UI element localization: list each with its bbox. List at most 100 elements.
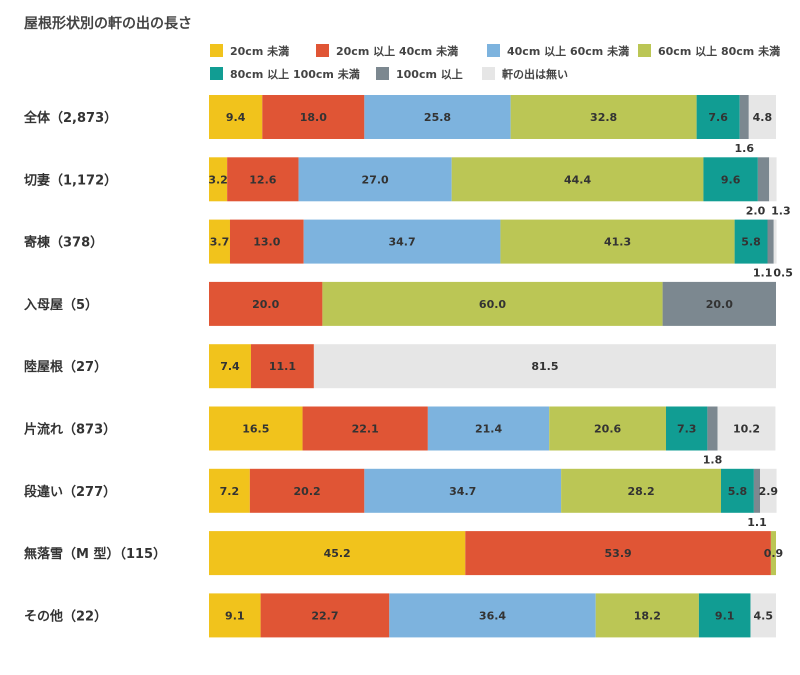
bar-segment — [209, 95, 263, 139]
data-label: 32.8 — [590, 111, 617, 124]
bar-segment — [465, 531, 771, 576]
data-label: 22.1 — [352, 423, 379, 436]
bar-segment — [721, 468, 754, 513]
data-label: 2.9 — [759, 485, 779, 498]
data-label: 7.4 — [220, 360, 240, 373]
category-label: 無落雪（M 型）（115） — [24, 546, 166, 562]
bar-segment — [770, 531, 776, 576]
bar-segment — [209, 531, 466, 576]
bar-segment — [698, 593, 751, 638]
bar-segment — [427, 406, 550, 451]
data-label: 45.2 — [324, 547, 351, 560]
data-label: 12.6 — [249, 173, 276, 186]
legend-label: 100cm 以上 — [396, 67, 463, 81]
bar-segment — [500, 219, 735, 264]
bar-segment — [364, 95, 511, 139]
data-label: 81.5 — [531, 360, 558, 373]
bar-segment — [209, 344, 251, 389]
bar-segment — [389, 593, 596, 638]
category-label: 入母屋（5） — [24, 297, 98, 313]
data-label: 28.2 — [627, 485, 654, 498]
data-label: 20.6 — [594, 423, 621, 436]
bar-segment — [302, 406, 428, 451]
data-label: 4.5 — [753, 609, 773, 622]
data-label: 18.0 — [300, 111, 327, 124]
legend-swatch — [210, 67, 223, 80]
bar-segment — [227, 157, 299, 202]
data-label: 25.8 — [424, 111, 451, 124]
legend-label: 軒の出は無い — [502, 67, 568, 81]
data-label: 34.7 — [449, 485, 476, 498]
data-label: 21.4 — [475, 423, 502, 436]
data-label: 11.1 — [269, 360, 296, 373]
bar-segment — [209, 157, 228, 202]
data-label: 13.0 — [253, 236, 280, 249]
bar-segment — [707, 406, 718, 451]
bar-segment — [209, 281, 323, 326]
bar-segment — [739, 95, 749, 139]
data-label-outside: 1.1 — [747, 516, 767, 529]
legend-swatch — [638, 44, 651, 57]
category-label: 全体（2,873） — [23, 110, 117, 126]
data-label: 16.5 — [242, 423, 269, 436]
bar-segment — [748, 95, 776, 139]
data-label-outside: 2.0 — [746, 204, 766, 217]
data-label: 7.3 — [677, 423, 697, 436]
data-label: 3.7 — [210, 236, 230, 249]
data-label: 20.0 — [252, 298, 279, 311]
data-label-outside: 1.8 — [703, 454, 723, 467]
data-label: 44.4 — [564, 173, 591, 186]
bar-segment — [734, 219, 768, 264]
data-label: 7.6 — [708, 111, 728, 124]
bar-segment — [209, 593, 261, 638]
data-label: 4.8 — [753, 111, 773, 124]
bar-segment — [773, 219, 777, 264]
bar-segment — [769, 157, 777, 202]
data-label: 9.1 — [225, 609, 245, 622]
data-label: 22.7 — [311, 609, 338, 622]
bar-segment — [750, 593, 776, 638]
data-label: 9.4 — [226, 111, 246, 124]
data-label: 20.2 — [294, 485, 321, 498]
data-label: 20.0 — [706, 298, 733, 311]
data-label: 10.2 — [733, 423, 760, 436]
bar-segment — [760, 468, 777, 513]
bar-segment — [549, 406, 667, 451]
chart-title: 屋根形状別の軒の出の長さ — [24, 15, 192, 32]
bar-segment — [229, 219, 304, 264]
data-label: 18.2 — [634, 609, 661, 622]
bar-segment — [757, 157, 770, 202]
data-label: 5.8 — [741, 236, 761, 249]
bar-segment — [262, 95, 365, 139]
bar-segment — [703, 157, 758, 202]
data-label: 3.2 — [208, 173, 228, 186]
legend-swatch — [316, 44, 329, 57]
bar-segment — [717, 406, 776, 451]
bar-segment — [313, 344, 776, 389]
data-label: 9.1 — [715, 609, 735, 622]
legend-label: 20cm 以上 40cm 未満 — [336, 44, 458, 58]
category-label: 寄棟（378） — [24, 235, 103, 251]
data-label: 0.9 — [764, 547, 784, 560]
legend-label: 60cm 以上 80cm 未満 — [658, 44, 780, 58]
data-label: 27.0 — [362, 173, 389, 186]
legend-swatch — [376, 67, 389, 80]
bar-segment — [209, 406, 303, 451]
legend-label: 80cm 以上 100cm 未満 — [230, 67, 360, 81]
legend: 20cm 未満 20cm 以上 40cm 未満 40cm 以上 60cm 未満 60c… — [210, 44, 780, 81]
bar-segment — [260, 593, 390, 638]
bar-segment — [696, 95, 740, 139]
category-label: その他（22） — [24, 608, 107, 624]
legend-label: 40cm 以上 60cm 未満 — [507, 44, 629, 58]
data-label: 5.8 — [728, 485, 748, 498]
category-label: 切妻（1,172） — [24, 172, 117, 188]
bar-segment — [451, 157, 704, 202]
category-label: 片流れ（873） — [24, 422, 116, 438]
bar-segment — [322, 281, 663, 326]
bar-segment — [767, 219, 774, 264]
bar-segment — [662, 281, 776, 326]
data-label-outside: 0.5 — [773, 267, 793, 280]
legend-swatch — [487, 44, 500, 57]
data-label-outside: 1.6 — [734, 142, 754, 155]
